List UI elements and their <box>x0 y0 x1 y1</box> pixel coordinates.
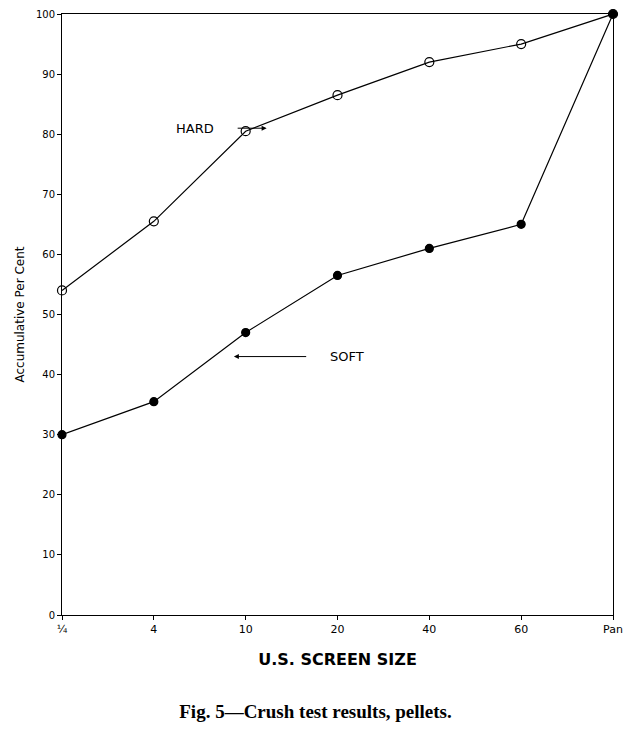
svg-text:Accumulative Per Cent: Accumulative Per Cent <box>13 246 27 382</box>
svg-text:Fig. 5—Crush test results, pel: Fig. 5—Crush test results, pellets. <box>179 701 452 722</box>
svg-text:70: 70 <box>42 189 55 200</box>
svg-text:0: 0 <box>49 610 55 621</box>
svg-text:Pan: Pan <box>603 623 623 636</box>
svg-text:10: 10 <box>239 623 253 636</box>
svg-text:4: 4 <box>150 623 157 636</box>
svg-text:40: 40 <box>42 369 55 380</box>
svg-text:¼: ¼ <box>57 623 68 636</box>
svg-text:90: 90 <box>42 69 55 80</box>
svg-text:U.S. SCREEN SIZE: U.S. SCREEN SIZE <box>258 650 417 669</box>
svg-text:60: 60 <box>514 623 528 636</box>
svg-text:100: 100 <box>36 9 55 20</box>
svg-text:20: 20 <box>331 623 345 636</box>
svg-text:40: 40 <box>422 623 436 636</box>
svg-text:SOFT: SOFT <box>330 349 364 364</box>
svg-text:30: 30 <box>42 429 55 440</box>
svg-text:20: 20 <box>42 489 55 500</box>
svg-text:HARD: HARD <box>176 121 214 136</box>
svg-text:80: 80 <box>42 129 55 140</box>
svg-text:10: 10 <box>42 549 55 560</box>
svg-text:60: 60 <box>42 249 55 260</box>
svg-text:50: 50 <box>42 309 55 320</box>
